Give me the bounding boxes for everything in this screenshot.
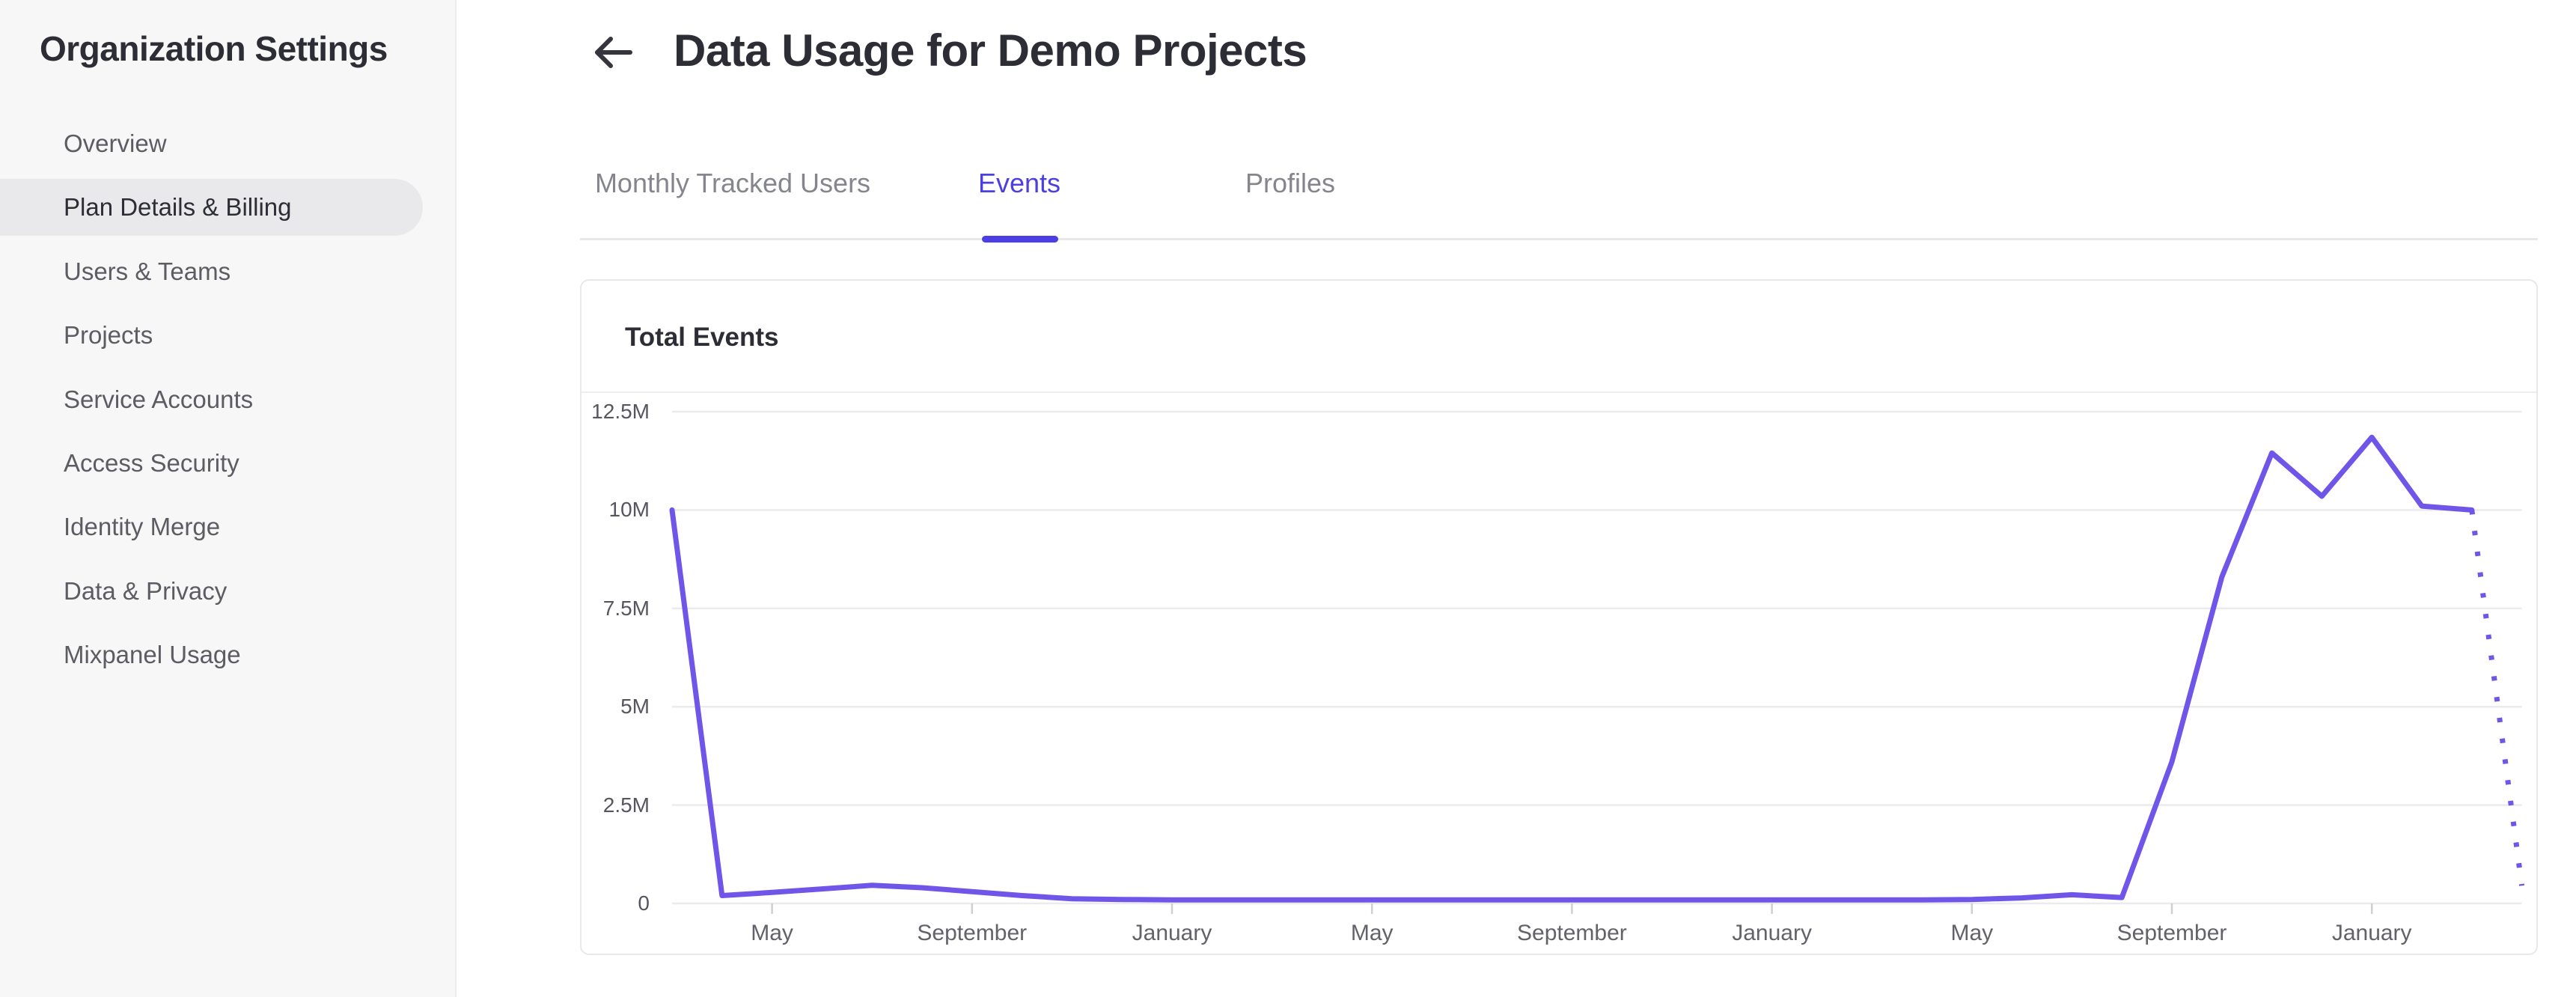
sidebar-item-data-privacy[interactable]: Data & Privacy [64,576,228,605]
tab-monthly-tracked-users[interactable]: Monthly Tracked Users [594,168,871,198]
active-tab-underline [982,236,1058,243]
x-axis-label-may-0: May [751,921,793,945]
y-axis-label-5m: 5M [620,695,650,719]
tab-profiles[interactable]: Profiles [1245,168,1336,198]
x-axis-label-january-8: January [2331,921,2412,945]
y-axis-label-10m: 10M [608,498,650,522]
chart-x-ticks [771,903,2373,914]
chart-gridlines [672,410,2522,905]
left-arrow-icon [595,37,632,68]
y-axis-label-7-5m: 7.5M [602,596,650,620]
x-axis-label-september-4: September [1517,921,1627,945]
sidebar-title: Organization Settings [40,29,388,68]
sidebar-item-overview[interactable]: Overview [64,129,167,157]
y-axis-label-12-5m: 12.5M [591,400,650,423]
card-header: Total Events [582,281,2536,393]
x-axis-label-september-1: September [917,921,1028,945]
sidebar-item-identity-merge[interactable]: Identity Merge [64,513,221,541]
card-title: Total Events [625,323,779,352]
total-events-line-projected [2469,509,2525,886]
y-axis-label-0: 0 [638,891,650,915]
page-title: Data Usage for Demo Projects [674,25,1307,76]
x-axis-label-january-5: January [1732,921,1812,945]
total-events-line [669,434,2475,903]
back-button[interactable] [587,30,639,75]
x-axis-label-may-3: May [1350,921,1394,945]
y-axis-label-2-5m: 2.5M [602,793,650,817]
sidebar: Organization Settings Overview Plan Detai… [0,0,457,997]
tab-events[interactable]: Events [977,168,1061,198]
sidebar-item-mixpanel-usage[interactable]: Mixpanel Usage [64,641,241,669]
x-axis-label-september-7: September [2116,921,2227,945]
sidebar-item-access-security[interactable]: Access Security [64,449,239,477]
tab-bar: Monthly Tracked Users Events Profiles [580,150,2538,243]
sidebar-item-plan-details-billing[interactable]: Plan Details & Billing [0,179,423,237]
sidebar-item-projects[interactable]: Projects [64,321,153,350]
x-axis-label-may-6: May [1950,921,1994,945]
sidebar-item-users-teams[interactable]: Users & Teams [64,257,231,285]
x-axis-label-january-2: January [1132,921,1212,945]
sidebar-item-service-accounts[interactable]: Service Accounts [64,385,254,413]
